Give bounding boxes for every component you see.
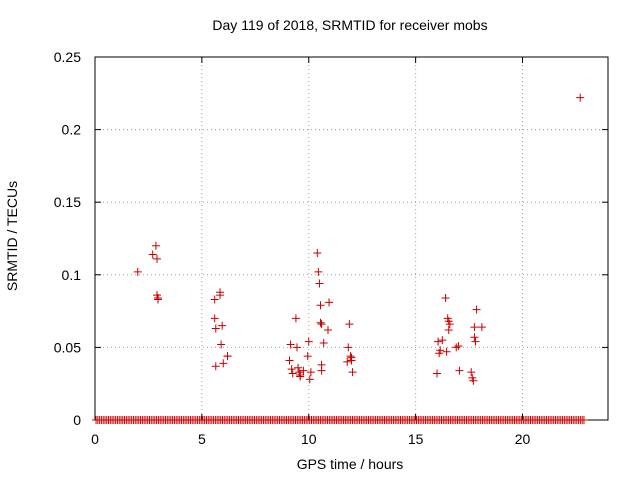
data-point: [344, 343, 353, 352]
data-point: [347, 353, 356, 362]
data-point: [471, 337, 480, 346]
y-axis-label: SRMTID / TECUs: [4, 180, 20, 292]
data-point: [292, 343, 301, 352]
data-points: [92, 93, 588, 424]
data-point: [454, 341, 463, 350]
data-point: [433, 369, 441, 378]
x-axis-label: GPS time / hours: [296, 456, 404, 472]
y-tick-label: 0: [73, 412, 81, 428]
data-point: [210, 295, 219, 304]
data-point: [303, 352, 312, 361]
data-point: [317, 320, 326, 329]
data-point: [304, 337, 313, 346]
y-tick-label: 0.15: [54, 194, 81, 210]
data-point: [346, 352, 355, 361]
data-point: [438, 336, 447, 345]
data-point: [323, 325, 332, 334]
data-point: [319, 339, 328, 348]
data-point: [343, 357, 352, 366]
data-point: [452, 343, 461, 352]
zero-point: [579, 416, 588, 424]
data-point: [348, 368, 357, 377]
data-point: [315, 279, 324, 288]
data-point: [434, 337, 443, 346]
data-point: [469, 376, 478, 385]
data-point: [217, 340, 226, 349]
data-point: [133, 267, 142, 276]
data-point: [296, 372, 305, 381]
data-point: [316, 301, 325, 310]
data-point: [325, 298, 334, 307]
data-point: [288, 369, 297, 378]
data-point: [314, 267, 323, 276]
data-point: [216, 291, 225, 300]
x-tick-label: 5: [198, 431, 206, 447]
data-point: [291, 314, 300, 323]
data-point: [152, 254, 161, 263]
data-point: [472, 305, 481, 314]
y-tick-label: 0.1: [62, 267, 82, 283]
data-point: [313, 249, 322, 258]
grid: [95, 57, 608, 420]
x-tick-label: 10: [301, 431, 317, 447]
x-tick-label: 0: [91, 431, 99, 447]
tick-labels: 0 5 10 15 20 0 0.05 0.1 0.15 0.2 0.25: [54, 49, 531, 447]
data-point: [151, 241, 160, 250]
chart-title: Day 119 of 2018, SRMTID for receiver mob…: [212, 17, 488, 33]
data-point: [470, 323, 479, 332]
data-point: [441, 294, 450, 303]
data-point: [285, 356, 294, 365]
data-point: [287, 365, 296, 374]
data-point: [442, 347, 451, 356]
data-point: [445, 320, 454, 329]
data-point: [305, 375, 314, 384]
data-point: [345, 320, 354, 329]
data-point: [219, 359, 228, 368]
data-point: [306, 368, 315, 377]
data-point: [299, 366, 308, 375]
y-tick-label: 0.25: [54, 49, 81, 65]
data-point: [436, 346, 445, 355]
data-point: [317, 366, 326, 375]
y-tick-label: 0.05: [54, 339, 81, 355]
axes: [94, 56, 609, 421]
data-point: [211, 362, 220, 371]
data-point: [148, 250, 157, 259]
data-point: [316, 318, 325, 327]
plot-frame: [94, 56, 609, 421]
data-point: [467, 368, 476, 377]
data-point: [455, 366, 464, 375]
data-point: [470, 333, 479, 342]
data-point: [294, 363, 303, 372]
data-point: [444, 325, 453, 334]
data-point: [477, 323, 486, 332]
x-tick-label: 20: [515, 431, 531, 447]
data-point: [286, 340, 295, 349]
y-tick-label: 0.2: [62, 122, 82, 138]
data-point: [210, 314, 219, 323]
data-point: [218, 321, 227, 330]
data-point: [576, 93, 585, 102]
x-tick-label: 15: [408, 431, 424, 447]
data-point: [211, 324, 220, 333]
data-point: [223, 352, 232, 361]
data-point: [154, 295, 163, 304]
